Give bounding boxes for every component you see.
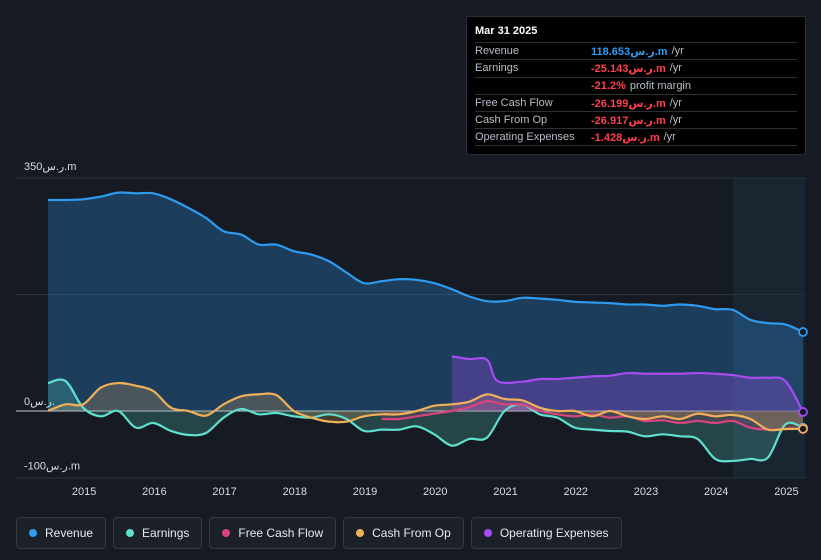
tooltip-row-value: -21.2%: [591, 79, 626, 92]
legend: Revenue Earnings Free Cash Flow Cash From O…: [16, 517, 622, 549]
tooltip-row-unit: /yr: [669, 114, 682, 127]
y-axis-labels: 350ر.س.m 0ر.س. -100ر.س.m: [24, 161, 80, 473]
legend-item-earnings[interactable]: Earnings: [113, 517, 203, 549]
revenue-line: [47, 191, 804, 334]
revenue-area: [48, 192, 803, 411]
x-tick-label: 2022: [564, 486, 588, 498]
legend-dot-icon: [126, 529, 135, 537]
cash-from-op-end-marker: [798, 424, 808, 434]
tooltip-row: Earnings -25.143ر.س.m/yr: [475, 59, 797, 76]
tooltip-row-value: -1.428ر.س.m: [591, 131, 660, 144]
chart-canvas: 350ر.س.m0ر.س.-100ر.س.m 2015 2016 2017 2018 2…: [16, 161, 808, 498]
y-tick-label: 0ر.س.: [24, 396, 55, 408]
tooltip-row-label: Free Cash Flow: [475, 97, 553, 110]
x-tick-label: 2016: [142, 486, 166, 498]
tooltip-row: Operating Expenses -1.428ر.س.m/yr: [475, 128, 797, 146]
x-tick-label: 2020: [423, 486, 447, 498]
tooltip-row-value: 118.653ر.س.m: [591, 45, 668, 58]
y-tick-label: 350ر.س.m: [24, 161, 76, 173]
series-end-markers: [798, 327, 808, 434]
tooltip-row-unit: profit margin: [629, 79, 691, 92]
x-tick-label: 2025: [774, 486, 798, 498]
operating-expenses-line: [451, 355, 804, 413]
earnings-area: [48, 379, 803, 462]
revenue-end-marker: [798, 327, 808, 337]
tooltip-row-value: -26.199ر.س.m: [591, 97, 666, 110]
operating-expenses-end-marker: [798, 407, 808, 417]
series-lines: [47, 191, 804, 463]
legend-dot-icon: [29, 529, 37, 537]
tooltip-date: Mar 31 2025: [475, 25, 538, 37]
legend-label: Operating Expenses: [499, 526, 609, 540]
cash-from-op-line: [47, 381, 804, 432]
tooltip-row: Revenue 118.653ر.س.m/yr: [475, 42, 797, 59]
x-tick-label: 2018: [283, 486, 307, 498]
x-tick-label: 2023: [634, 486, 658, 498]
cash-from-op-area: [48, 382, 803, 431]
tooltip-row-label: Operating Expenses: [475, 131, 575, 144]
tooltip-row: -21.2% profit margin: [475, 76, 797, 94]
legend-item-cash-from-op[interactable]: Cash From Op: [343, 517, 464, 549]
y-tick-label: -100ر.س.m: [24, 461, 80, 473]
tooltip-row-label: Cash From Op: [475, 114, 548, 127]
x-tick-label: 2021: [493, 486, 517, 498]
legend-label: Revenue: [45, 526, 94, 540]
tooltip-row-label: Revenue: [475, 45, 520, 58]
legend-dot-icon: [222, 529, 231, 537]
legend-label: Earnings: [142, 526, 190, 540]
x-tick-label: 2017: [212, 486, 236, 498]
tooltip-row-unit: /yr: [663, 131, 676, 144]
legend-label: Free Cash Flow: [238, 526, 324, 540]
tooltip-row-unit: /yr: [669, 62, 682, 75]
legend-label: Cash From Op: [372, 526, 451, 540]
tooltip-row-value: -25.143ر.س.m: [591, 62, 666, 75]
legend-dot-icon: [483, 529, 492, 537]
free-cash-flow-area: [381, 400, 803, 430]
x-tick-label: 2019: [353, 486, 377, 498]
earnings-line: [47, 378, 804, 463]
legend-item-revenue[interactable]: Revenue: [16, 517, 107, 549]
gridlines: [16, 177, 805, 479]
x-tick-label: 2015: [72, 486, 96, 498]
x-tick-label: 2024: [704, 486, 728, 498]
tooltip-row: Cash From Op -26.917ر.س.m/yr: [475, 111, 797, 128]
series-areas: [48, 192, 803, 462]
legend-dot-icon: [356, 529, 365, 537]
free-cash-flow-line: [381, 399, 804, 431]
operating-expenses-area: [451, 356, 803, 412]
x-axis-labels: 2015 2016 2017 2018 2019 2020 2021 2022 2023 2024…: [72, 486, 799, 498]
legend-item-operating-expenses[interactable]: Operating Expenses: [470, 517, 622, 549]
hover-tooltip: Mar 31 2025 Revenue 118.653ر.س.m/yr Earnin…: [466, 16, 806, 155]
tooltip-row: Free Cash Flow -26.199ر.س.m/yr: [475, 93, 797, 111]
tooltip-row-unit: /yr: [671, 45, 684, 58]
tooltip-row-label: Earnings: [475, 62, 519, 75]
tooltip-row-value: -26.917ر.س.m: [591, 114, 666, 127]
legend-item-free-cash-flow[interactable]: Free Cash Flow: [209, 517, 337, 549]
tooltip-row-unit: /yr: [669, 97, 682, 110]
